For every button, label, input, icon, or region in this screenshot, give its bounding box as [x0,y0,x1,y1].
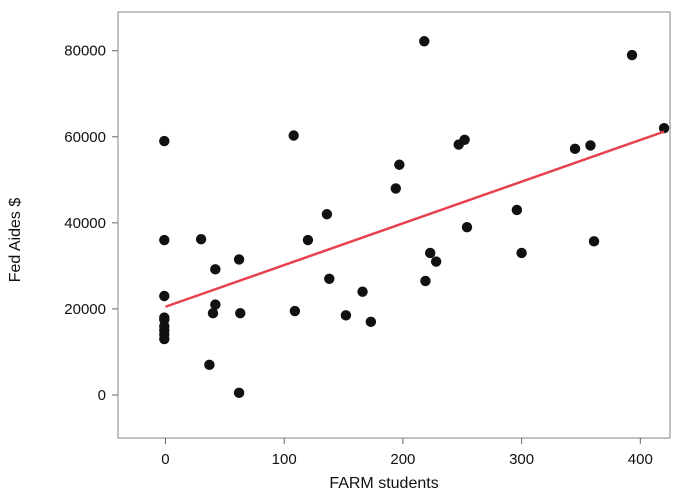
data-point [210,264,221,275]
data-point [425,247,436,259]
data-point [235,308,246,319]
data-point [233,387,245,399]
data-point [390,183,401,194]
data-point [288,130,299,141]
y-tick-label: 60000 [64,129,106,146]
data-point [569,143,581,155]
data-point [340,310,352,321]
y-tick-label: 40000 [64,215,106,232]
data-point [204,359,215,371]
data-point [365,316,377,328]
data-point [321,209,333,220]
data-point [420,275,431,287]
data-point [626,49,638,61]
data-point [658,122,670,134]
y-tick-label: 20000 [64,301,106,318]
data-point [159,234,170,246]
data-point [516,247,527,259]
data-point [357,286,368,297]
data-point [233,254,245,265]
x-axis-title: FARM students [329,475,438,492]
data-point [419,36,430,47]
data-point [461,221,473,233]
x-tick-label: 100 [272,451,297,468]
plot-frame [117,11,671,439]
y-tick-label: 0 [98,387,106,404]
x-axis: 0 100 200 300 400 [161,438,653,468]
x-tick-label: 400 [628,451,653,468]
fit-line [165,130,665,308]
y-axis: 0 20000 40000 60000 80000 [64,43,118,404]
y-tick-label: 80000 [64,43,106,60]
data-point [588,236,600,247]
data-point [210,299,221,310]
data-point [207,308,219,319]
y-axis-title: Fed Aides $ [7,198,24,283]
data-point [302,234,314,246]
data-point [430,256,442,267]
x-tick-label: 300 [509,451,534,468]
x-tick-label: 200 [390,451,415,468]
data-points [159,36,670,399]
data-point [159,333,170,345]
data-point [195,234,207,245]
data-point [585,140,596,151]
x-tick-label: 0 [161,451,169,468]
data-point [159,135,170,147]
data-point [159,290,170,302]
data-point [394,159,405,170]
data-point [511,204,523,216]
data-point [289,305,301,317]
data-point [459,134,470,145]
data-point [324,273,335,284]
